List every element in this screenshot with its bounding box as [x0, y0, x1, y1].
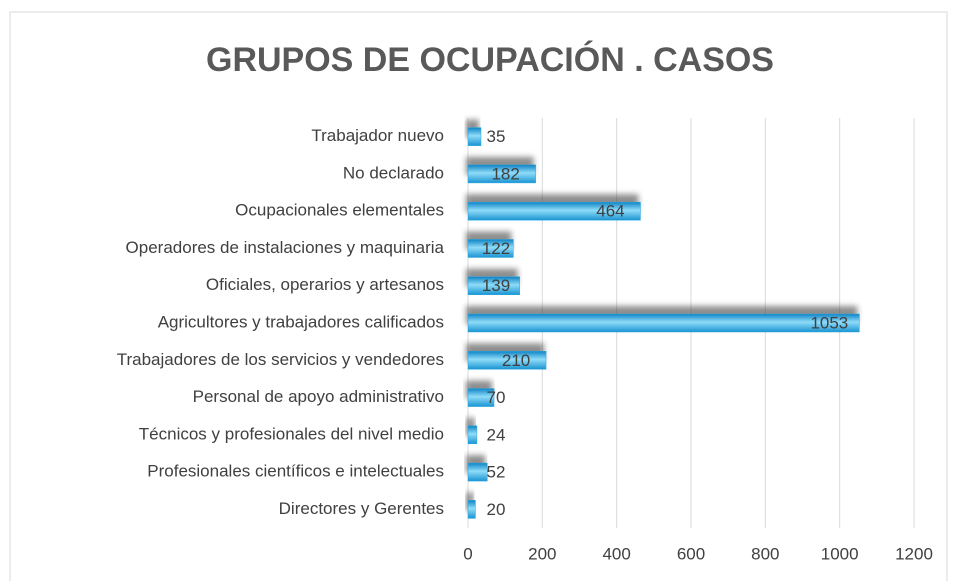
bar: [467, 500, 476, 519]
data-label: 182: [491, 164, 519, 183]
bar: [467, 164, 536, 184]
x-tick-label: 1000: [821, 544, 859, 563]
bar: [467, 351, 547, 370]
data-label: 122: [482, 239, 510, 258]
y-tick-label: Trabajador nuevo: [311, 126, 444, 145]
bar: [467, 276, 520, 295]
x-tick-label: 0: [463, 544, 472, 563]
data-label: 52: [487, 463, 506, 482]
data-label: 210: [502, 351, 530, 370]
x-tick-label: 600: [677, 544, 705, 563]
data-label: 20: [487, 500, 506, 519]
y-tick-label: Ocupacionales elementales: [235, 201, 444, 220]
bar: [467, 239, 514, 258]
x-tick-label: 800: [751, 544, 779, 563]
y-tick-label: Directores y Gerentes: [279, 499, 444, 518]
chart-border: [9, 11, 948, 581]
data-label: 24: [487, 425, 506, 444]
x-tick-label: 200: [528, 544, 556, 563]
x-tick-label: 400: [602, 544, 630, 563]
data-label: 35: [487, 127, 506, 146]
y-tick-label: No declarado: [343, 163, 444, 182]
data-label: 139: [482, 276, 510, 295]
y-tick-label: Operadores de instalaciones y maquinaria: [126, 238, 445, 257]
data-label: 464: [596, 202, 624, 221]
bar: [467, 462, 488, 482]
x-tick-label: 1200: [895, 544, 933, 563]
y-tick-label: Profesionales científicos e intelectuale…: [147, 462, 444, 481]
bar: [467, 313, 860, 333]
y-tick-label: Agricultores y trabajadores calificados: [158, 312, 444, 331]
bar: [467, 201, 641, 221]
data-label: 1053: [810, 313, 848, 332]
bar: [467, 127, 482, 146]
y-tick-label: Personal de apoyo administrativo: [193, 387, 444, 406]
data-label: 70: [487, 388, 506, 407]
y-tick-label: Técnicos y profesionales del nivel medio: [139, 424, 444, 443]
y-tick-label: Trabajadores de los servicios y vendedor…: [117, 350, 444, 369]
bar: [467, 388, 495, 407]
chart-title: GRUPOS DE OCUPACIÓN . CASOS: [206, 41, 774, 79]
y-tick-label: Oficiales, operarios y artesanos: [206, 275, 444, 294]
bar: [467, 425, 478, 445]
